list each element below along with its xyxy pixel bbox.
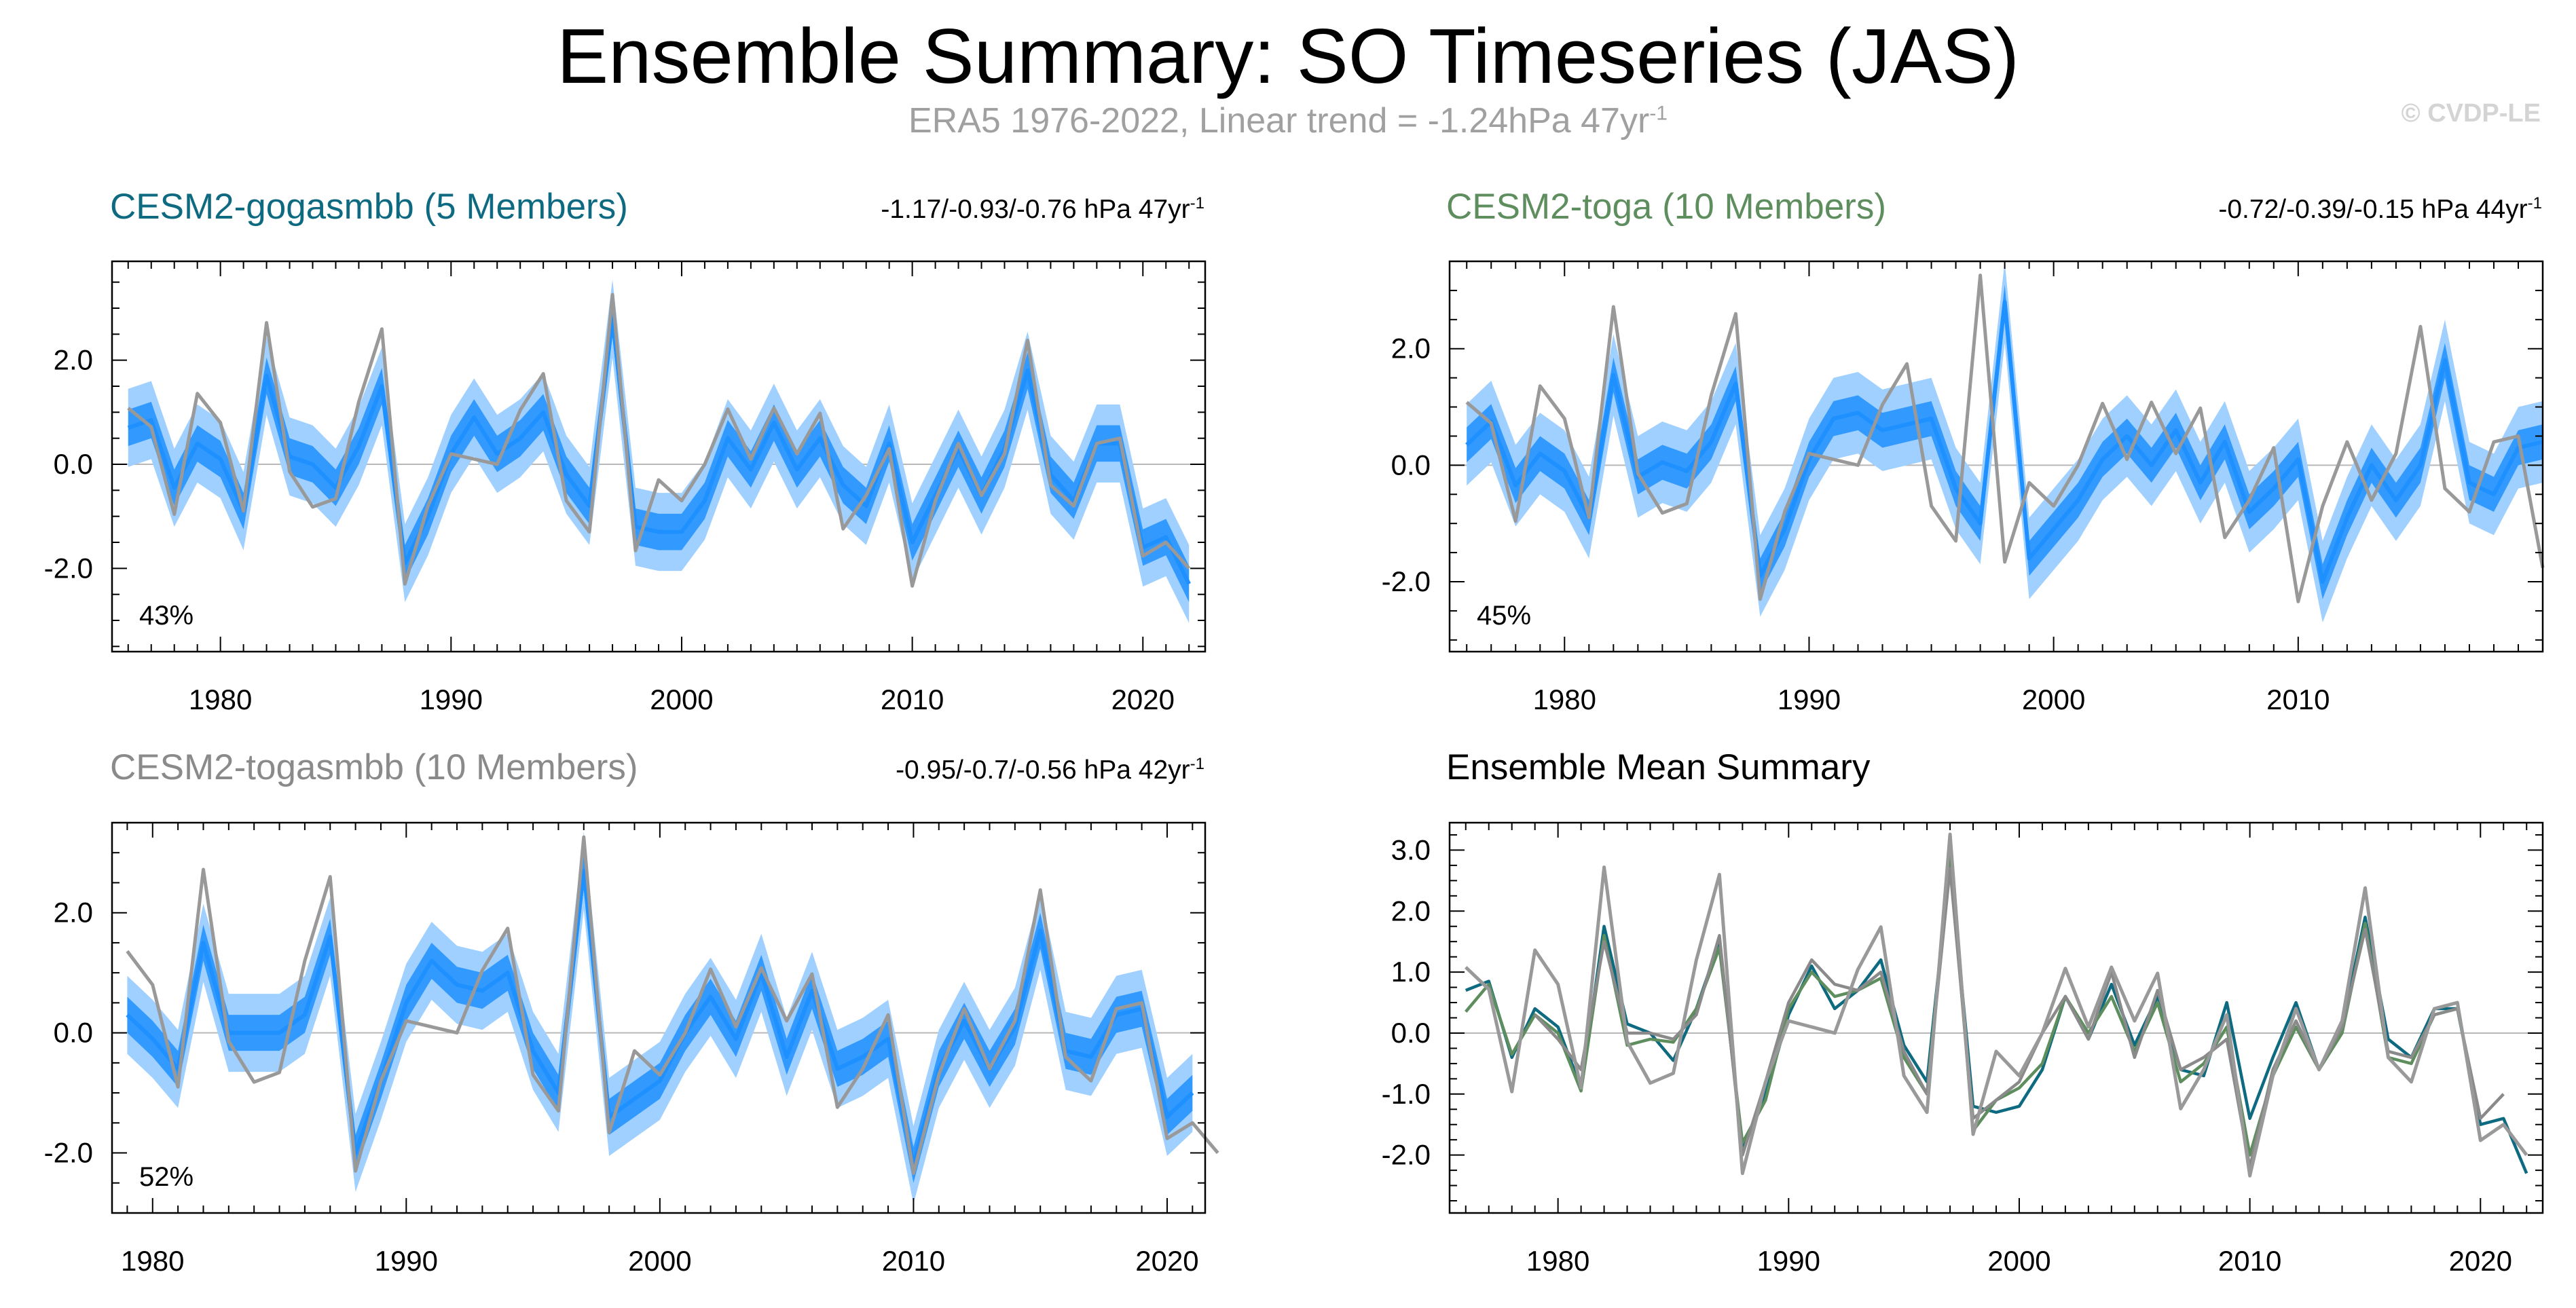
observed-line <box>1465 274 2545 603</box>
panel-title-summary: Ensemble Mean Summary <box>1446 747 1871 787</box>
y-tick-label: 2.0 <box>1391 895 1431 927</box>
y-tick-label: 3.0 <box>1391 834 1431 865</box>
ensemble-mean-line <box>126 868 1194 1167</box>
trend-range-gogasmbb-sup: -1 <box>1190 194 1204 212</box>
plot-frame <box>1448 821 2544 1214</box>
x-tick-label: 1980 <box>1533 684 1596 715</box>
trend-range-togasmbb-sup: -1 <box>1190 755 1204 773</box>
plot-frame <box>111 821 1207 1214</box>
y-tick-label: -2.0 <box>1382 1139 1431 1171</box>
panel-togasmbb: 52% 1980 1990 2000 2010 2020 -2.0 0.0 2.0 <box>44 821 1219 1277</box>
y-tick-label: 2.0 <box>54 344 93 376</box>
x-tick-label: 2000 <box>628 1245 691 1277</box>
plot-frame <box>1448 260 2544 653</box>
panel-title-gogasmbb: CESM2-gogasmbb (5 Members) <box>110 187 628 227</box>
figure-header: Ensemble Summary: SO Timeseries (JAS) ER… <box>0 0 2576 141</box>
trend-range-togasmbb: -0.95/-0.7/-0.56 hPa 42yr-1 <box>896 755 1204 785</box>
percent-label: 45% <box>1477 601 1531 631</box>
subtitle-text: ERA5 1976-2022, Linear trend = -1.24hPa … <box>908 101 1650 141</box>
panel-toga: 45% 1980 1990 2000 2010 -2.0 0.0 2.0 <box>1382 260 2545 715</box>
percent-label: 52% <box>139 1162 194 1192</box>
inner-spread-band <box>127 853 1193 1183</box>
trend-range-toga-text: -0.72/-0.39/-0.15 hPa 44yr <box>2218 195 2528 224</box>
trend-range-toga-sup: -1 <box>2527 194 2542 212</box>
panel-title-togasmbb: CESM2-togasmbb (10 Members) <box>110 747 638 787</box>
series-line-era5 <box>1465 832 2528 1178</box>
x-tick-label: 2010 <box>882 1245 945 1277</box>
x-tick-label: 2020 <box>1111 684 1175 715</box>
panel-summary: 1980 1990 2000 2010 2020 -2.0 -1.0 0.0 1.0 2.0 3.0 <box>1382 821 2544 1277</box>
x-tick-label: 1980 <box>1526 1245 1589 1277</box>
y-tick-label: -2.0 <box>44 552 93 584</box>
x-tick-label: 2010 <box>2266 684 2330 715</box>
x-tick-label: 1980 <box>121 1245 184 1277</box>
x-tick-label: 1980 <box>189 684 252 715</box>
x-tick-label: 2000 <box>650 684 713 715</box>
y-tick-label: 2.0 <box>54 897 93 929</box>
x-tick-label: 1990 <box>420 684 483 715</box>
y-tick-label: -2.0 <box>44 1137 93 1169</box>
percent-label: 43% <box>139 601 194 631</box>
x-tick-label: 2000 <box>2022 684 2085 715</box>
y-tick-label: 2.0 <box>1391 333 1431 365</box>
y-tick-label: 1.0 <box>1391 956 1431 988</box>
x-tick-label: 2020 <box>2449 1245 2512 1277</box>
series-line-cesm2-togasmbb <box>1534 867 2505 1169</box>
panel-gogasmbb: 43% 1980 1990 2000 2010 2020 -2.0 0.0 2.0 <box>44 260 1207 715</box>
x-tick-label: 2010 <box>881 684 944 715</box>
trend-range-gogasmbb-text: -1.17/-0.93/-0.76 hPa 47yr <box>881 195 1190 224</box>
y-tick-label: 0.0 <box>1391 1017 1431 1049</box>
watermark: © CVDP-LE <box>2401 99 2541 128</box>
y-tick-label: 0.0 <box>54 1017 93 1049</box>
outer-spread-band <box>1467 261 2543 623</box>
x-tick-label: 2020 <box>1135 1245 1198 1277</box>
x-tick-label: 2000 <box>1987 1245 2050 1277</box>
x-tick-label: 1990 <box>1757 1245 1820 1277</box>
x-tick-label: 1990 <box>1778 684 1841 715</box>
y-tick-label: 0.0 <box>1391 449 1431 481</box>
y-tick-label: -2.0 <box>1382 565 1431 597</box>
figure-subtitle: ERA5 1976-2022, Linear trend = -1.24hPa … <box>0 100 2576 141</box>
y-tick-label: -1.0 <box>1382 1078 1431 1110</box>
x-tick-label: 2010 <box>2218 1245 2281 1277</box>
panel-title-toga: CESM2-toga (10 Members) <box>1446 187 1886 227</box>
observed-line <box>127 293 1191 588</box>
trend-range-gogasmbb: -1.17/-0.93/-0.76 hPa 47yr-1 <box>881 194 1204 225</box>
inner-spread-band <box>128 300 1190 603</box>
x-tick-label: 1990 <box>375 1245 438 1277</box>
trend-range-togasmbb-text: -0.95/-0.7/-0.56 hPa 42yr <box>896 755 1190 785</box>
trend-range-toga: -0.72/-0.39/-0.15 hPa 44yr-1 <box>2218 194 2542 225</box>
figure-title: Ensemble Summary: SO Timeseries (JAS) <box>557 14 2019 100</box>
subtitle-superscript: -1 <box>1649 102 1668 125</box>
y-tick-label: 0.0 <box>54 448 93 480</box>
observed-line <box>126 835 1219 1176</box>
